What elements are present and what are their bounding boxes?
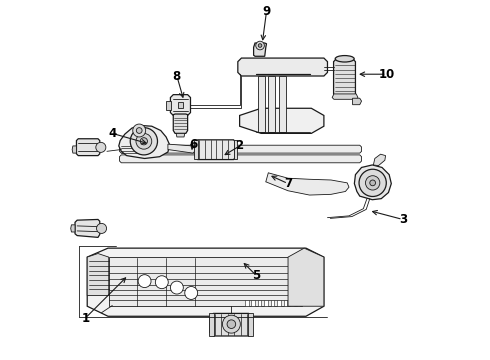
Circle shape bbox=[258, 44, 262, 47]
Text: 7: 7 bbox=[284, 177, 292, 190]
Polygon shape bbox=[284, 300, 287, 306]
Polygon shape bbox=[240, 108, 324, 134]
Polygon shape bbox=[288, 248, 324, 306]
Circle shape bbox=[96, 142, 106, 152]
Polygon shape bbox=[269, 76, 275, 132]
Circle shape bbox=[171, 281, 183, 294]
Polygon shape bbox=[166, 101, 172, 110]
Polygon shape bbox=[265, 300, 268, 306]
Circle shape bbox=[227, 320, 236, 328]
Polygon shape bbox=[168, 144, 195, 153]
Polygon shape bbox=[258, 76, 265, 132]
Polygon shape bbox=[71, 225, 75, 232]
Polygon shape bbox=[238, 58, 327, 76]
Polygon shape bbox=[120, 145, 362, 153]
Text: 10: 10 bbox=[379, 68, 395, 81]
Polygon shape bbox=[277, 300, 281, 306]
Circle shape bbox=[136, 134, 152, 149]
Circle shape bbox=[133, 124, 146, 137]
Polygon shape bbox=[373, 154, 386, 166]
Polygon shape bbox=[266, 173, 349, 195]
Polygon shape bbox=[258, 300, 262, 306]
Text: 9: 9 bbox=[262, 5, 270, 18]
Polygon shape bbox=[72, 146, 76, 153]
Polygon shape bbox=[87, 248, 324, 316]
Polygon shape bbox=[210, 314, 252, 336]
Polygon shape bbox=[248, 314, 253, 336]
Text: 1: 1 bbox=[81, 311, 90, 325]
Polygon shape bbox=[195, 140, 236, 159]
Circle shape bbox=[185, 287, 197, 300]
Polygon shape bbox=[171, 95, 191, 116]
Polygon shape bbox=[271, 300, 274, 306]
Polygon shape bbox=[109, 257, 302, 306]
Polygon shape bbox=[251, 300, 255, 306]
Circle shape bbox=[222, 315, 240, 333]
Polygon shape bbox=[332, 94, 358, 99]
Text: 6: 6 bbox=[189, 138, 197, 150]
Polygon shape bbox=[245, 300, 248, 306]
Circle shape bbox=[130, 128, 157, 155]
Circle shape bbox=[359, 169, 386, 197]
Circle shape bbox=[155, 276, 168, 289]
Circle shape bbox=[256, 41, 265, 50]
Text: 2: 2 bbox=[236, 139, 244, 152]
Ellipse shape bbox=[335, 55, 354, 62]
Polygon shape bbox=[173, 114, 188, 134]
Polygon shape bbox=[119, 126, 170, 158]
Polygon shape bbox=[279, 76, 286, 132]
Polygon shape bbox=[76, 139, 100, 156]
Text: 8: 8 bbox=[173, 69, 181, 82]
Circle shape bbox=[370, 180, 375, 186]
Polygon shape bbox=[120, 155, 362, 163]
Circle shape bbox=[138, 275, 151, 288]
Text: 5: 5 bbox=[252, 269, 260, 282]
Circle shape bbox=[136, 128, 142, 134]
Polygon shape bbox=[234, 140, 237, 159]
Polygon shape bbox=[290, 300, 294, 306]
Polygon shape bbox=[194, 140, 198, 159]
Circle shape bbox=[366, 176, 380, 190]
Polygon shape bbox=[353, 98, 362, 105]
Polygon shape bbox=[87, 253, 109, 296]
Circle shape bbox=[97, 224, 107, 233]
Polygon shape bbox=[354, 165, 392, 200]
Text: 4: 4 bbox=[108, 127, 117, 140]
Polygon shape bbox=[334, 59, 355, 98]
Polygon shape bbox=[177, 102, 183, 108]
Polygon shape bbox=[296, 300, 300, 306]
Polygon shape bbox=[176, 134, 185, 137]
Circle shape bbox=[140, 138, 147, 145]
Polygon shape bbox=[254, 43, 267, 56]
Polygon shape bbox=[209, 314, 214, 336]
Polygon shape bbox=[75, 220, 100, 237]
Text: 3: 3 bbox=[399, 213, 407, 226]
